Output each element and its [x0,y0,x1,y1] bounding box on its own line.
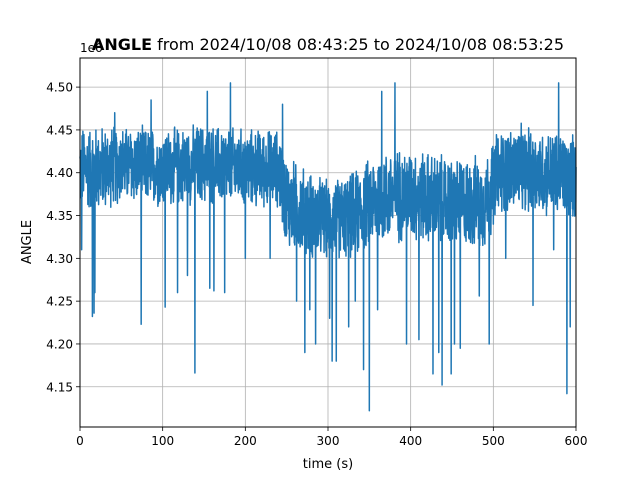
x-tick-label: 200 [234,434,257,448]
y-offset-label: 1e6 [80,41,103,55]
y-tick-label: 4.30 [46,252,73,266]
x-tick-label: 600 [565,434,588,448]
y-tick-label: 4.35 [46,209,73,223]
y-tick-label: 4.40 [46,166,73,180]
y-tick-label: 4.15 [46,380,73,394]
y-axis-label: ANGLE [20,220,35,264]
svg-text:ANGLE from 2024/10/08 08:43:25: ANGLE from 2024/10/08 08:43:25 to 2024/1… [92,35,564,54]
series-line [79,82,577,412]
series-angle [79,82,577,412]
y-axis-ticks: 4.15 4.20 4.25 4.30 4.35 4.40 4.45 4.50 [46,81,80,394]
x-tick-label: 0 [76,434,84,448]
y-tick-label: 4.25 [46,295,73,309]
x-tick-label: 400 [399,434,422,448]
x-axis-label: time (s) [303,457,353,472]
grid [79,58,577,427]
x-tick-label: 100 [151,434,174,448]
chart-title: ANGLE from 2024/10/08 08:43:25 to 2024/1… [92,35,564,54]
x-tick-label: 500 [482,434,505,448]
y-tick-label: 4.50 [46,81,73,95]
chart-title-rest: from 2024/10/08 08:43:25 to 2024/10/08 0… [152,35,564,54]
chart-title-bold: ANGLE [92,35,152,54]
y-tick-label: 4.20 [46,337,73,351]
y-tick-label: 4.45 [46,123,73,137]
x-axis-ticks: 0 100 200 300 400 500 600 [76,427,587,448]
x-tick-label: 300 [317,434,340,448]
